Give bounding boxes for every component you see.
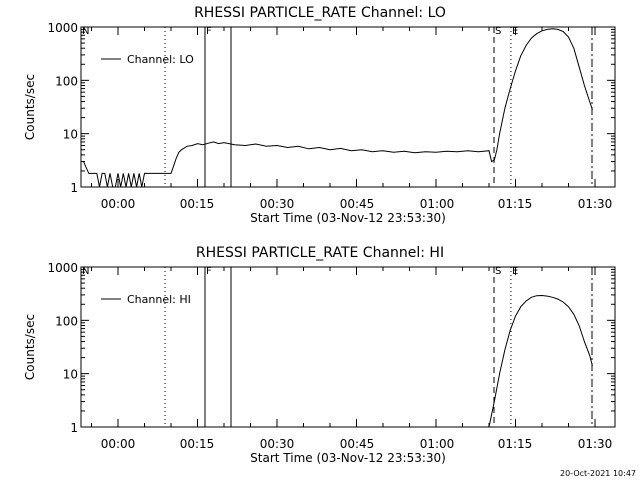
y-tick-label: 100 <box>55 314 78 328</box>
event-marker-label: F <box>206 266 212 277</box>
plot-frame <box>80 26 616 188</box>
legend-entry: Channel: LO <box>127 53 194 66</box>
legend-entry: Channel: HI <box>127 293 191 306</box>
y-tick-label: 100 <box>55 74 78 88</box>
x-axis-label: Start Time (03-Nov-12 23:53:30) <box>250 211 446 225</box>
timestamp: 20-Oct-2021 10:47 <box>560 469 636 478</box>
x-tick-label: 00:45 <box>340 197 375 211</box>
x-tick-label: 00:15 <box>180 197 215 211</box>
x-tick-label: 00:15 <box>180 437 215 451</box>
x-tick-label: 00:30 <box>260 197 295 211</box>
x-axis-label: Start Time (03-Nov-12 23:53:30) <box>250 451 446 465</box>
event-marker-label: S <box>495 266 501 277</box>
chart-title: RHESSI PARTICLE_RATE Channel: LO <box>194 5 446 21</box>
event-marker-label: N <box>82 26 89 37</box>
event-marker-label: F <box>206 26 212 37</box>
x-tick-label: 00:00 <box>101 437 136 451</box>
event-marker-label: E <box>512 26 518 37</box>
y-tick-label: 1000 <box>47 261 78 275</box>
series-line <box>488 294 593 428</box>
y-tick-label: 1 <box>70 421 78 435</box>
plot-frame <box>80 266 616 428</box>
y-axis-label: Counts/sec <box>23 74 37 140</box>
event-marker-label: S <box>495 26 501 37</box>
x-tick-label: 01:30 <box>578 437 613 451</box>
x-tick-label: 01:30 <box>578 197 613 211</box>
x-tick-label: 01:00 <box>420 197 455 211</box>
y-tick-label: 10 <box>63 128 78 142</box>
y-tick-label: 1 <box>70 181 78 195</box>
y-tick-label: 1000 <box>47 21 78 35</box>
x-tick-label: 01:15 <box>498 437 533 451</box>
x-tick-label: 00:00 <box>101 197 136 211</box>
x-tick-label: 01:15 <box>498 197 533 211</box>
event-marker-label: N <box>82 266 89 277</box>
event-marker-label: E <box>512 266 518 277</box>
y-tick-label: 10 <box>63 368 78 382</box>
x-tick-label: 01:00 <box>420 437 455 451</box>
y-axis-label: Counts/sec <box>23 314 37 380</box>
series-line <box>83 28 593 188</box>
x-tick-label: 00:30 <box>260 437 295 451</box>
chart-title: RHESSI PARTICLE_RATE Channel: HI <box>196 245 444 261</box>
x-tick-label: 00:45 <box>340 437 375 451</box>
